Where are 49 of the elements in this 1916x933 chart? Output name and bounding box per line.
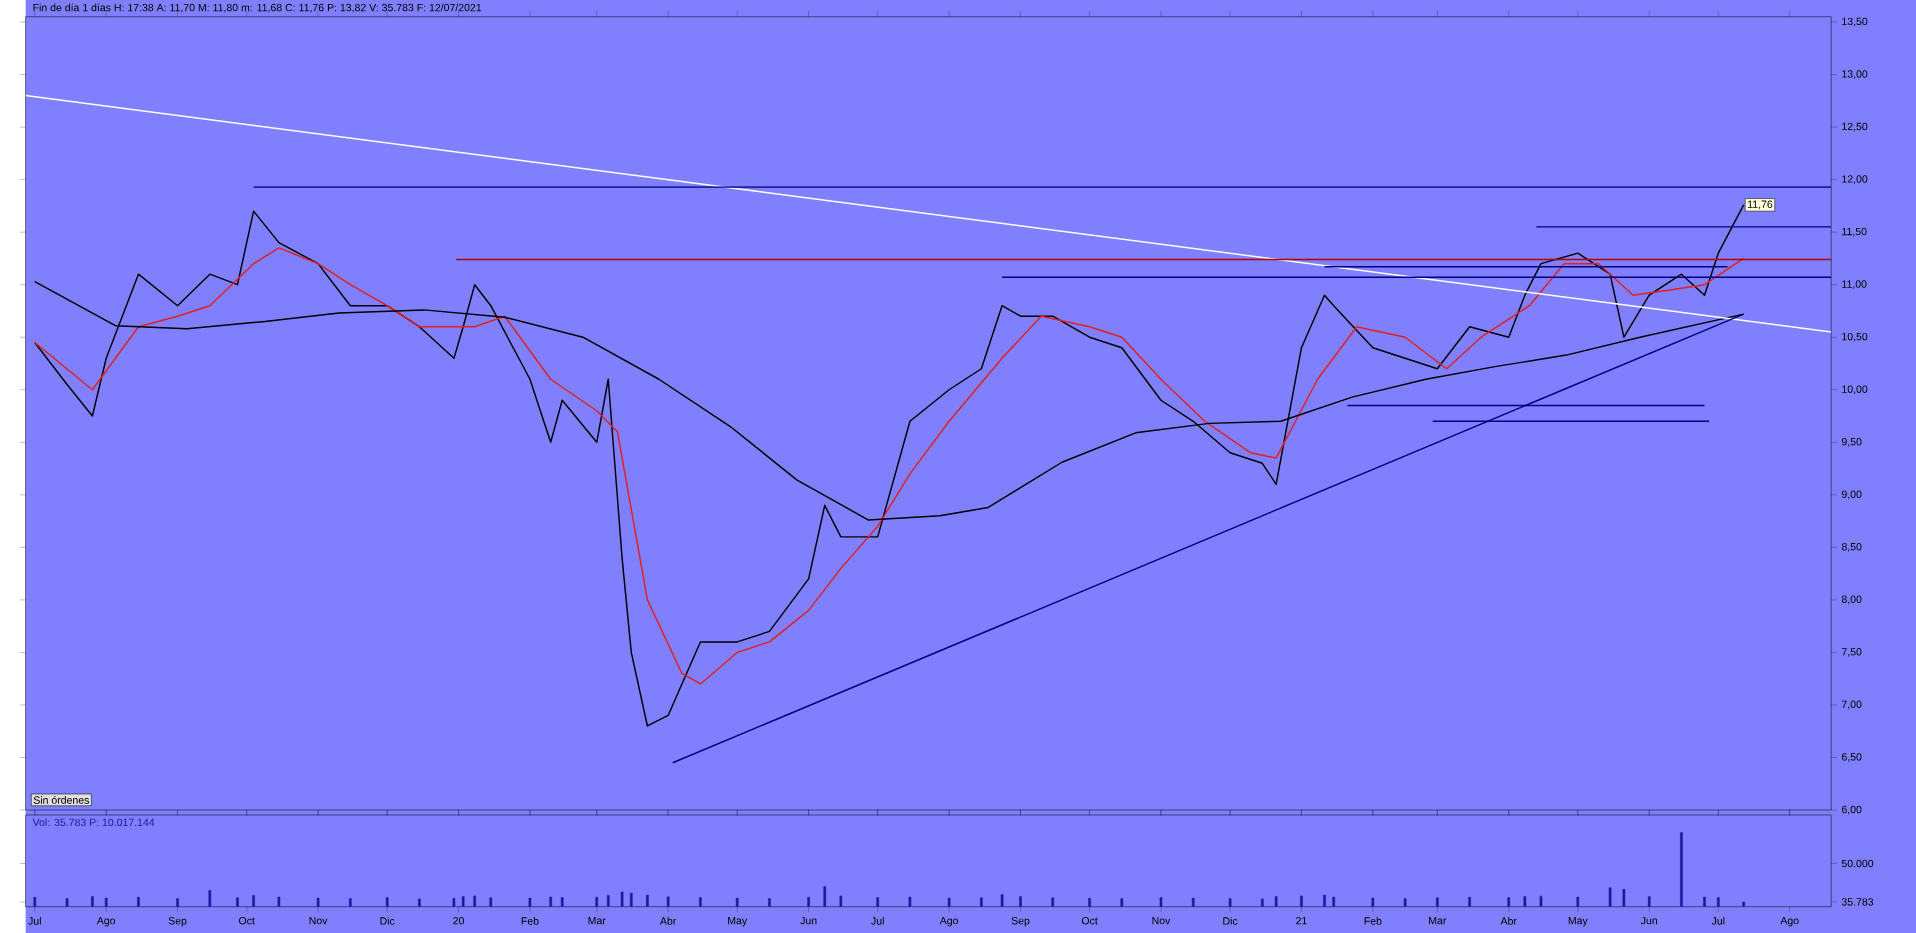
y-tick-label: 11,50 [1842,227,1867,237]
x-tick-label: Jul [28,916,41,925]
x-tick-label: May [1568,916,1588,927]
y-tick-label: 9,00 [1841,490,1862,499]
x-tick-label: Sep [168,916,187,927]
x-tick-label: 20 [453,916,464,925]
line-series [34,247,1745,685]
x-tick-label: Ago [939,916,959,927]
x-tick-label: May [728,916,748,927]
x-tick-label: Dic [1223,916,1238,925]
x-tick-label: Sep [1011,916,1030,927]
x-tick-label: Oct [238,916,255,925]
y-tick-label: 7,50 [1841,647,1862,657]
x-tick-label: Jul [1711,916,1725,925]
y-tick-label: 7,00 [1841,700,1862,710]
x-tick-label: Feb [1364,916,1382,925]
y-tick-label: 8,50 [1841,542,1862,552]
y-tick-label: 10,00 [1842,385,1868,394]
y-tick-label: 12,00 [1842,175,1868,184]
chart-title: Vol: 35.783 P: 10.017.144 [32,818,155,826]
y-tick-label: 6,50 [1841,752,1862,762]
y-tick-label: 13,00 [1842,70,1868,79]
x-tick-label: Nov [309,916,328,925]
x-tick-label: Jul [871,916,884,925]
y-tick-label: 6,00 [1841,805,1862,815]
y-tick-label: 11,00 [1842,280,1867,289]
chart-title: Fin de día 1 días H: 17:38 A: 11,70 M: 11,80 m: 11,68 C: 11,76 P: 13,82 V: 35.783 F: 12/07/2021 [33,3,482,13]
y-tick-label: 12,50 [1842,122,1868,132]
x-tick-label: Abr [659,916,677,925]
y-tick-label: 35.783 [1841,898,1874,906]
x-tick-label: 21 [1296,916,1307,925]
y-tick-label: 50.000 [1841,859,1874,868]
y-tick-label: 10,50 [1842,332,1868,342]
x-tick-label: Mar [1429,916,1447,925]
x-tick-label: Ago [1780,916,1799,927]
y-tick-label: 8,00 [1841,595,1862,605]
x-tick-label: Ago [96,916,116,927]
annotation: Sin órdenes [33,795,90,804]
x-tick-label: Jun [800,916,817,925]
x-tick-label: Mar [588,916,606,925]
x-tick-label: Feb [521,916,539,925]
x-tick-label: Nov [1152,916,1171,925]
y-tick-label: 9,50 [1841,437,1862,447]
x-tick-label: Jun [1640,916,1658,925]
y-tick-label: 13,50 [1842,17,1868,27]
x-tick-label: Abr [1500,916,1517,925]
annotation: 11,76 [1748,200,1773,209]
x-tick-label: Oct [1081,916,1098,925]
x-tick-label: Dic [380,916,395,925]
